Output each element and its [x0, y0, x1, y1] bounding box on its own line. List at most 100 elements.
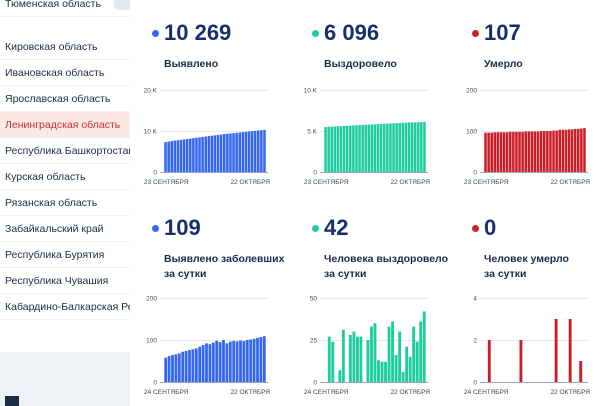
chart-bar	[410, 122, 414, 172]
chart-bar	[181, 351, 185, 382]
chart-bar	[263, 129, 266, 172]
x-end-label: 22 ОКТЯБРЯ	[550, 179, 590, 186]
stats-panel: 10 269 Выявлено 20 K 10 K 0 23 СЕНТЯБРЯ 22 ОКТ…	[130, 0, 608, 406]
x-start-label: 24 СЕНТЯБРЯ	[304, 389, 349, 396]
chart-bar	[358, 125, 361, 172]
chart-bar	[487, 340, 491, 382]
chart-bar	[539, 131, 543, 172]
region-item[interactable]: Республика Бурятия	[0, 242, 130, 268]
region-item[interactable]: Ярославская область	[0, 86, 130, 112]
chart-bar	[376, 124, 380, 172]
chart-bar	[205, 343, 208, 382]
chart-bar	[394, 355, 398, 382]
y-tick-label: 2	[473, 338, 477, 345]
y-tick-label: 100	[146, 338, 157, 345]
region-list: Тюменская область Кировская область Иванов…	[0, 0, 130, 352]
chart-bar	[499, 132, 503, 172]
chart-bar	[419, 321, 423, 382]
chart-bar	[530, 131, 534, 172]
chart-bar	[253, 130, 257, 172]
chart-bar	[238, 132, 241, 172]
x-end-label: 22 ОКТЯБРЯ	[550, 389, 590, 396]
chart-bar	[191, 349, 195, 382]
chart-bar	[361, 124, 364, 172]
chart-bar	[223, 134, 226, 172]
stat-label: за сутки	[484, 268, 527, 280]
x-end-label: 22 ОКТЯБРЯ	[230, 179, 270, 186]
chart-bar	[336, 126, 340, 172]
region-item[interactable]: Курская область	[0, 164, 130, 190]
chart-bar	[249, 339, 253, 382]
chart-bar	[561, 129, 565, 172]
tab-stub[interactable]	[114, 0, 132, 10]
chart-bar	[383, 123, 386, 172]
chart-bar	[577, 128, 580, 172]
stat-label: за сутки	[164, 268, 207, 280]
chart-bar	[370, 326, 373, 382]
chart-bar	[579, 361, 583, 382]
chart-bar	[373, 124, 377, 172]
region-item[interactable]: Кабардино-Балкарская Республика	[0, 294, 130, 320]
region-item[interactable]: Республика Башкортостан	[0, 138, 130, 164]
chart-bar	[493, 132, 497, 172]
chart-bar	[412, 326, 416, 382]
bar-chart: 10 K 5 K 0 23 СЕНТЯБРЯ 22 ОКТЯБРЯ	[304, 88, 431, 187]
stat-value: 42	[324, 215, 349, 240]
region-item[interactable]: Тюменская область	[0, 0, 130, 17]
chart-bar	[564, 129, 568, 172]
chart-bar	[204, 136, 207, 172]
chart-bar	[170, 141, 173, 172]
chart-bar	[222, 340, 225, 382]
chart-bar	[515, 131, 518, 172]
chart-bar	[330, 126, 333, 172]
chart-bar	[380, 361, 384, 382]
region-item[interactable]: Забайкальский край	[0, 216, 130, 242]
stat-value: 10 269	[164, 20, 232, 45]
chart-bar	[262, 336, 266, 382]
chart-bar	[568, 319, 572, 382]
chart-bar	[423, 122, 426, 172]
chart-bar	[364, 124, 367, 172]
chart-bar	[398, 331, 402, 382]
y-tick-label: 20 K	[144, 88, 158, 95]
chart-bar	[505, 132, 509, 172]
y-tick-label: 50	[310, 296, 318, 303]
chart-bar	[546, 131, 549, 172]
chart-bar	[384, 361, 387, 382]
chart-bar	[352, 125, 355, 172]
chart-bar	[173, 140, 177, 172]
region-item[interactable]: Республика Чувашия	[0, 268, 130, 294]
chart-bar	[247, 131, 251, 172]
chart-bar	[164, 142, 167, 172]
chart-bar	[496, 132, 500, 172]
chart-bar	[242, 340, 246, 382]
chart-bar	[355, 125, 358, 172]
chart-bar	[366, 340, 370, 382]
region-item[interactable]: Ленинградская область	[0, 112, 130, 138]
stat-value: 0	[484, 215, 497, 240]
chart-bar	[188, 350, 191, 382]
chart-bar	[213, 135, 217, 172]
chart-bar	[408, 356, 412, 382]
region-item[interactable]: Кировская область	[0, 34, 130, 60]
chart-bar	[373, 323, 377, 382]
x-start-label: 24 СЕНТЯБРЯ	[144, 389, 189, 396]
stat-label: Человека выздоровело	[324, 253, 448, 265]
bar-chart: 4 2 0 24 СЕНТЯБРЯ 22 ОКТЯБРЯ	[464, 296, 590, 397]
chart-bar	[324, 126, 327, 172]
chart-bar	[583, 128, 586, 172]
chart-bar	[184, 350, 188, 382]
chart-bar	[420, 122, 423, 172]
region-item[interactable]: Ивановская область	[0, 60, 130, 86]
x-start-label: 23 СЕНТЯБРЯ	[144, 179, 189, 186]
chart-bar	[216, 134, 220, 172]
y-tick-label: 0	[153, 380, 157, 387]
x-end-label: 22 ОКТЯБРЯ	[230, 389, 270, 396]
region-item[interactable]: Рязанская область	[0, 190, 130, 216]
chart-bar	[570, 129, 574, 172]
chart-bar	[229, 133, 232, 172]
chart-bar	[182, 139, 186, 172]
chart-bar	[239, 340, 242, 382]
chart-bar	[509, 131, 512, 172]
chart-bar	[256, 337, 259, 382]
